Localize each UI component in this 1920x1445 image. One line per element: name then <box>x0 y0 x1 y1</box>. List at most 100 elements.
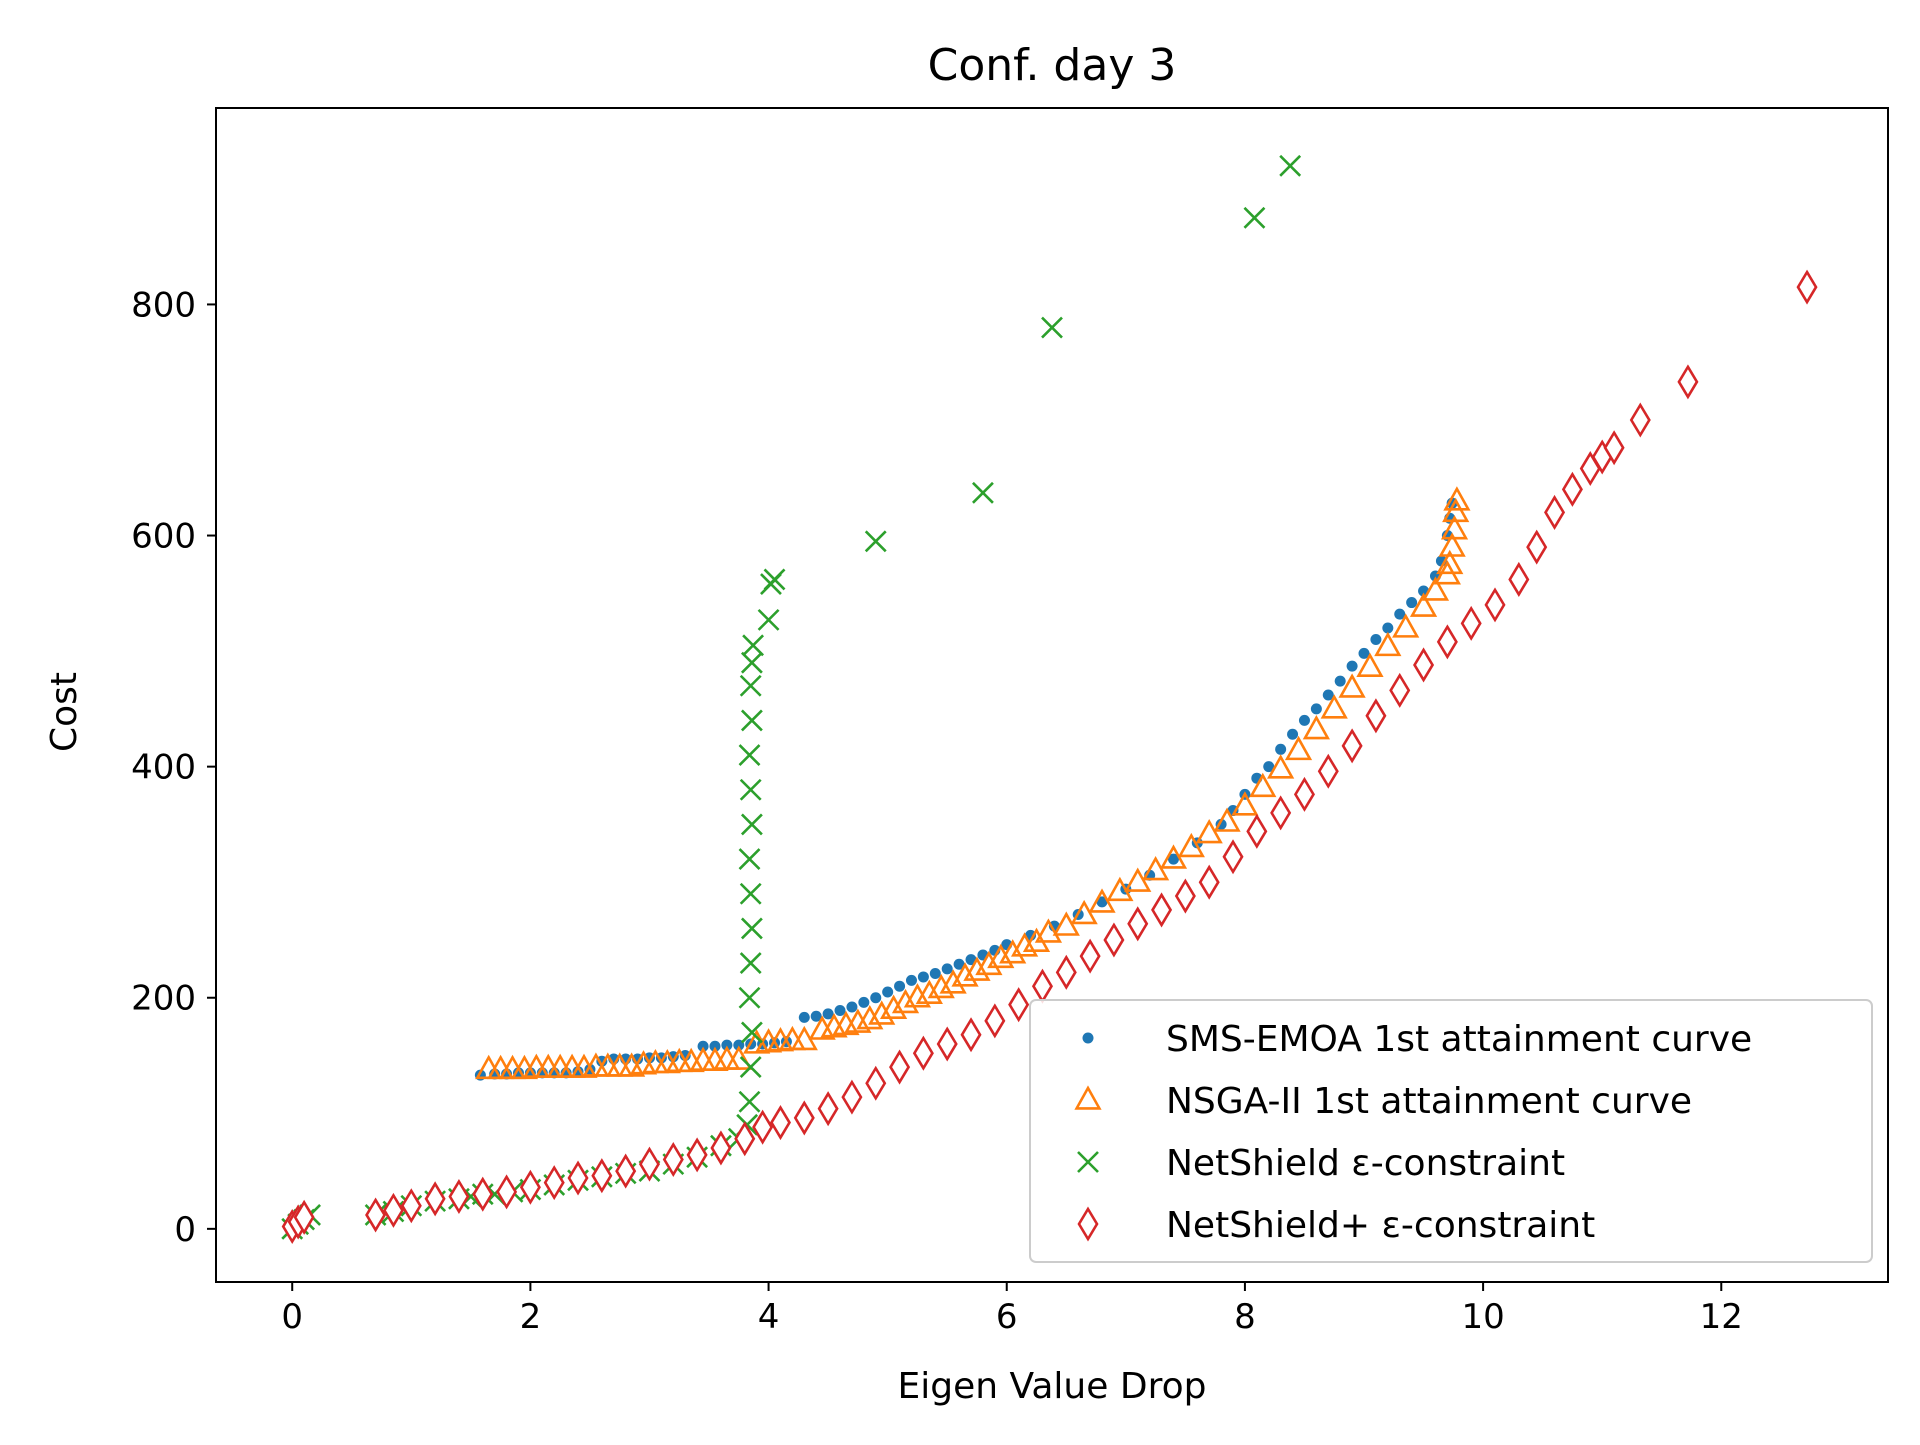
point-series-4 <box>382 1192 404 1228</box>
y-tick-label: 0 <box>174 1210 196 1250</box>
y-tick-label: 200 <box>131 979 196 1019</box>
x-tick-label: 2 <box>520 1297 542 1337</box>
plot-area: 0 2 4 6 8 10 12 0 200 400 600 800 <box>131 107 1889 1337</box>
legend-label: NetShield+ ε-constraint <box>1166 1205 1595 1246</box>
point-series-2 <box>1442 497 1470 523</box>
point-series-2 <box>1070 899 1098 925</box>
point-series-3 <box>740 651 763 674</box>
point-series-4 <box>1526 529 1548 565</box>
point-series-4 <box>293 1199 315 1235</box>
point-series-3 <box>740 813 763 836</box>
point-series-1 <box>1394 608 1406 620</box>
point-series-4 <box>984 1003 1006 1039</box>
point-series-4 <box>662 1141 684 1178</box>
point-series-4 <box>638 1146 660 1182</box>
point-series-4 <box>912 1035 934 1071</box>
point-series-4 <box>1365 698 1387 734</box>
point-series-2 <box>1177 832 1205 858</box>
point-series-3 <box>739 952 762 974</box>
point-series-1 <box>1167 853 1179 865</box>
point-series-1 <box>858 996 870 1008</box>
point-series-3 <box>1243 206 1266 229</box>
legend: SMS-EMOA 1st attainment curve NSGA-II 1st… <box>1029 999 1873 1263</box>
plot-frame <box>215 107 1889 1283</box>
point-series-1 <box>941 963 953 975</box>
legend-label: NetShield ε-constraint <box>1166 1143 1565 1184</box>
point-series-1 <box>1322 689 1334 701</box>
point-series-2 <box>1443 486 1471 511</box>
point-series-4 <box>1629 402 1651 438</box>
point-series-4 <box>1677 364 1699 400</box>
point-series-4 <box>734 1121 756 1157</box>
point-series-1 <box>810 1010 822 1022</box>
point-series-4 <box>365 1197 387 1233</box>
point-series-3 <box>740 709 763 732</box>
point-series-2 <box>891 988 920 1014</box>
point-series-2 <box>701 1046 729 1071</box>
point-series-2 <box>1141 855 1170 881</box>
point-series-2 <box>1409 592 1438 617</box>
point-series-4 <box>1603 430 1625 466</box>
point-series-4 <box>615 1153 637 1189</box>
point-series-2 <box>868 1000 896 1025</box>
point-series-3 <box>757 608 780 631</box>
point-series-4 <box>1008 987 1030 1023</box>
point-series-2 <box>1338 673 1366 698</box>
point-series-4 <box>710 1130 732 1166</box>
point-series-2 <box>1159 844 1188 869</box>
point-series-2 <box>1438 532 1466 557</box>
point-series-1 <box>1346 660 1358 672</box>
point-series-3 <box>1041 316 1063 339</box>
legend-label: NSGA-II 1st attainment curve <box>1166 1081 1692 1122</box>
point-series-1 <box>822 1008 834 1020</box>
x-tick-label: 6 <box>996 1297 1018 1337</box>
point-series-1 <box>798 1011 810 1023</box>
legend-marker <box>1077 1151 1099 1173</box>
point-series-2 <box>1302 715 1330 740</box>
point-series-4 <box>889 1049 911 1085</box>
point-series-2 <box>987 943 1015 969</box>
point-series-1 <box>905 974 917 986</box>
point-series-1 <box>1287 728 1299 740</box>
point-series-2 <box>1010 932 1039 957</box>
point-series-2 <box>1213 807 1241 832</box>
x-tick-label: 4 <box>758 1297 780 1337</box>
point-series-4 <box>769 1105 791 1141</box>
point-series-2 <box>1267 754 1295 779</box>
point-series-3 <box>740 917 763 940</box>
point-series-2 <box>1440 515 1469 540</box>
point-series-1 <box>870 992 882 1004</box>
point-series-2 <box>1284 735 1313 761</box>
point-series-4 <box>591 1158 613 1194</box>
point-series-1 <box>1263 761 1275 773</box>
y-tick-label: 400 <box>131 748 196 788</box>
point-series-3 <box>740 1021 763 1044</box>
point-series-4 <box>1103 922 1125 958</box>
y-axis-label: Cost <box>44 672 85 752</box>
point-series-1 <box>1334 675 1346 687</box>
point-series-1 <box>1406 597 1418 609</box>
point-series-4 <box>1341 728 1363 764</box>
point-series-2 <box>1231 791 1259 816</box>
point-series-4 <box>567 1160 589 1196</box>
point-series-4 <box>1270 795 1292 831</box>
point-series-2 <box>725 1045 753 1070</box>
legend-marker <box>1082 1032 1094 1044</box>
point-series-2 <box>1436 549 1464 575</box>
x-tick-label: 8 <box>1234 1297 1256 1337</box>
point-series-4 <box>1561 471 1583 507</box>
point-series-4 <box>424 1181 446 1217</box>
point-series-4 <box>936 1026 958 1062</box>
point-series-1 <box>1298 714 1310 726</box>
point-series-2 <box>1392 613 1420 638</box>
point-series-4 <box>400 1188 422 1224</box>
point-series-1 <box>1358 647 1370 659</box>
point-series-4 <box>496 1174 518 1210</box>
point-series-2 <box>1088 888 1116 913</box>
point-series-1 <box>1310 703 1322 715</box>
point-series-2 <box>951 962 979 987</box>
point-series-3 <box>739 674 762 697</box>
point-series-3 <box>742 634 765 657</box>
point-series-4 <box>752 1109 774 1145</box>
